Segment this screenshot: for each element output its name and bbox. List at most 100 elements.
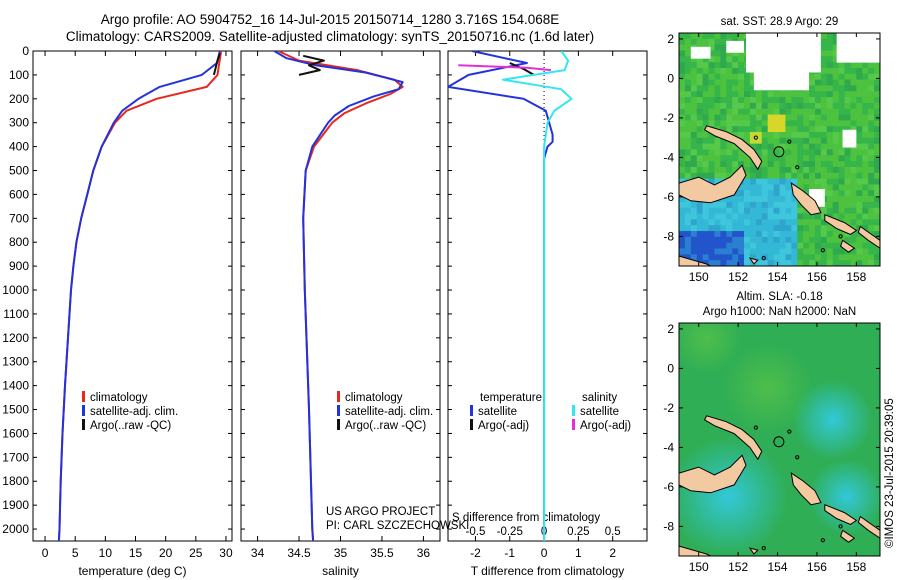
sst-cell bbox=[720, 225, 727, 232]
sst-cell bbox=[856, 73, 863, 80]
sst-cell bbox=[814, 161, 822, 168]
sst-cell bbox=[761, 155, 769, 162]
sst-cell bbox=[773, 178, 780, 185]
sst-cell bbox=[708, 201, 715, 209]
sst-cell bbox=[738, 126, 745, 133]
sst-cell bbox=[702, 33, 709, 40]
sst-cell bbox=[761, 137, 769, 145]
sst-cell bbox=[702, 79, 709, 86]
sst-cell bbox=[874, 79, 880, 86]
sst-cell bbox=[744, 161, 751, 168]
sst-cell bbox=[862, 62, 869, 69]
sst-cell bbox=[874, 132, 880, 139]
sst-cell bbox=[838, 213, 845, 220]
sst-cell bbox=[850, 172, 857, 180]
sst-cell bbox=[744, 225, 751, 232]
sst-cell bbox=[814, 248, 822, 255]
sst-cell bbox=[679, 33, 686, 40]
sst-cell bbox=[749, 231, 757, 238]
sst-cell bbox=[690, 155, 698, 162]
x-tick-label: 34 bbox=[251, 546, 265, 560]
sst-cell bbox=[826, 236, 834, 244]
sst-cell bbox=[696, 97, 704, 104]
sst-cell bbox=[720, 33, 727, 40]
sst-cell bbox=[832, 108, 840, 115]
sst-cell bbox=[838, 184, 845, 191]
sst-cell bbox=[820, 143, 828, 150]
sst-cell bbox=[797, 91, 804, 98]
sst-cell bbox=[785, 190, 792, 197]
sst-cell bbox=[809, 248, 816, 255]
sst-cell bbox=[820, 126, 828, 133]
x-tick-label: 154 bbox=[768, 560, 788, 574]
argo-position-marker bbox=[773, 436, 785, 448]
sst-cell bbox=[856, 248, 863, 255]
sst-cell bbox=[838, 236, 845, 244]
sst-cell bbox=[856, 219, 863, 226]
sst-cell bbox=[779, 236, 786, 244]
sst-cell bbox=[714, 44, 721, 51]
sst-cell bbox=[726, 102, 733, 110]
sst-cell bbox=[844, 120, 851, 127]
y-tick-label: 1100 bbox=[3, 307, 29, 321]
land-mass bbox=[790, 472, 822, 506]
sst-cell bbox=[791, 236, 798, 244]
sst-cell bbox=[738, 73, 745, 80]
sst-cell bbox=[696, 91, 704, 98]
x-tick-label: -1 bbox=[504, 546, 515, 560]
sst-cell bbox=[714, 56, 721, 63]
y-tick-label: 600 bbox=[9, 187, 29, 201]
sst-cell bbox=[832, 126, 840, 133]
sst-cell bbox=[820, 236, 828, 244]
sst-cell bbox=[826, 67, 834, 75]
sst-cell bbox=[814, 178, 822, 185]
sst-cell bbox=[785, 172, 792, 180]
sst-cell bbox=[797, 97, 804, 104]
sst-cell bbox=[679, 236, 686, 244]
sst-cell bbox=[844, 102, 851, 110]
sst-cell bbox=[779, 242, 786, 249]
sst-cell bbox=[696, 172, 704, 180]
sst-cell bbox=[749, 85, 757, 92]
sst-cell bbox=[791, 143, 798, 150]
sst-cell bbox=[862, 260, 869, 266]
sst-cell bbox=[803, 102, 810, 110]
sst-cell bbox=[755, 132, 763, 139]
sst-cell bbox=[850, 231, 857, 238]
sst-cell bbox=[850, 242, 857, 249]
sst-cell bbox=[874, 62, 880, 69]
sst-cell bbox=[679, 225, 686, 232]
sst-cell bbox=[785, 114, 792, 121]
sst-cell bbox=[862, 201, 869, 209]
series-line bbox=[501, 51, 573, 541]
sst-cell bbox=[838, 254, 845, 261]
sst-cell bbox=[856, 67, 863, 75]
y-tick-label: 1500 bbox=[2, 403, 29, 417]
temperature-panel: 0 5 10 15 20 25 30 temperature (deg C) 0 100 200 30… bbox=[2, 44, 233, 578]
sst-cell bbox=[755, 120, 763, 127]
sla-map-title-line2: Argo h1000: NaN h2000: NaN bbox=[702, 306, 857, 318]
x-axis-label: T difference from climatology bbox=[471, 564, 625, 578]
sst-cell bbox=[832, 236, 840, 244]
series-group bbox=[448, 51, 573, 541]
sst-cell bbox=[832, 143, 840, 150]
sst-cell bbox=[738, 114, 745, 121]
sst-cell bbox=[767, 149, 774, 156]
sst-cell bbox=[874, 184, 880, 191]
sst-cell bbox=[826, 38, 834, 46]
sst-cell bbox=[679, 126, 686, 133]
sst-cell bbox=[791, 114, 798, 121]
sst-cell bbox=[779, 137, 786, 145]
sst-cell bbox=[738, 213, 745, 220]
sst-cell bbox=[708, 79, 715, 86]
sst-cell bbox=[679, 166, 686, 174]
sst-cell bbox=[767, 155, 774, 162]
sst-cell bbox=[791, 155, 798, 162]
project-credit: US ARGO PROJECT bbox=[326, 506, 436, 518]
sst-cell bbox=[820, 73, 828, 80]
no-data-patch bbox=[836, 33, 880, 63]
x-tick-label: 158 bbox=[846, 560, 866, 574]
sst-cell bbox=[702, 38, 709, 46]
sst-cell bbox=[868, 213, 875, 220]
